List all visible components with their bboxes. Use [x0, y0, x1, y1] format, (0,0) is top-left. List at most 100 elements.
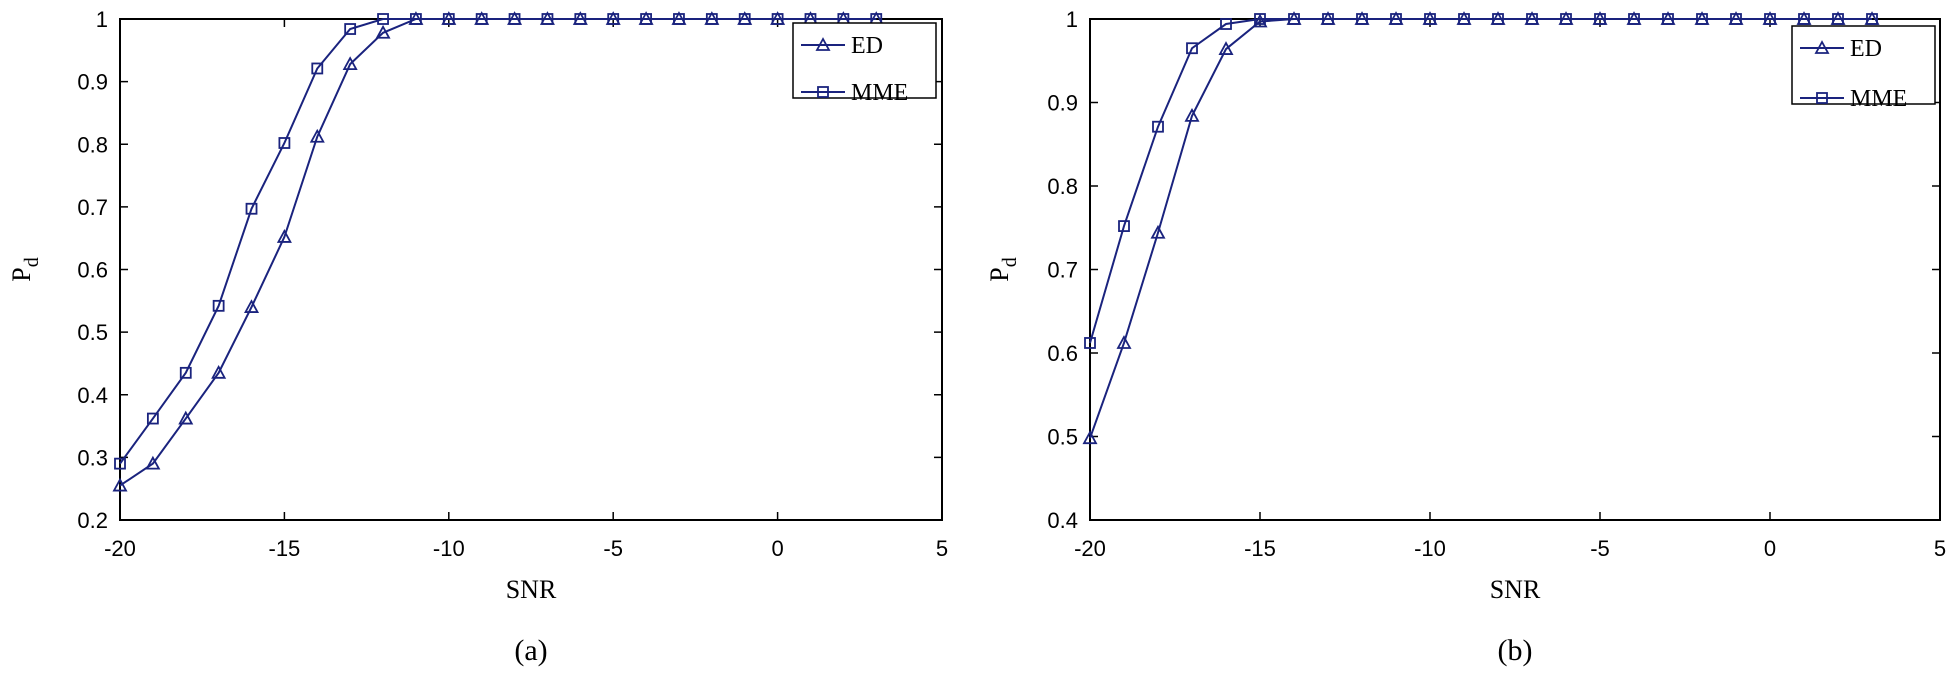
legend-label-ed: ED	[851, 33, 883, 59]
data-point-mme	[1526, 13, 1538, 25]
x-tick-label: -20	[104, 536, 136, 561]
data-point-mme	[1152, 120, 1164, 133]
data-point-mme	[212, 299, 225, 312]
legend-label-ed: ED	[1850, 36, 1882, 62]
data-point-mme	[1186, 42, 1198, 55]
data-point-mme	[377, 13, 389, 25]
y-axis-label: Pd	[7, 257, 43, 281]
data-point-ed	[276, 229, 292, 243]
legend-marker-mme	[817, 86, 829, 98]
y-tick-label: 0.8	[77, 132, 108, 157]
y-axis-label: Pd	[985, 257, 1021, 281]
data-point-mme	[1492, 13, 1504, 25]
y-tick-label: 0.4	[1047, 508, 1078, 533]
data-point-mme	[146, 412, 159, 425]
data-point-mme	[410, 13, 422, 25]
data-point-ed	[1252, 13, 1268, 28]
data-point-ed	[342, 56, 358, 70]
data-point-ed	[211, 364, 227, 379]
x-tick-label: 0	[771, 536, 783, 561]
data-point-ed	[1082, 430, 1098, 445]
legend-marker-ed	[815, 37, 831, 51]
data-point-mme	[1084, 337, 1096, 349]
data-point-mme	[1560, 13, 1572, 25]
y-axis-label-subscript: d	[999, 257, 1021, 267]
legend: ED MME	[1791, 25, 1936, 112]
data-point-mme	[705, 13, 718, 25]
data-point-mme	[442, 13, 455, 25]
panel-caption: (b)	[1498, 634, 1533, 667]
x-tick-label: -10	[1414, 536, 1446, 561]
data-point-ed	[112, 477, 128, 492]
y-tick-label: 0.4	[77, 383, 108, 408]
data-point-mme	[541, 13, 554, 25]
y-tick-label: 0.9	[1047, 91, 1078, 116]
data-point-mme	[1220, 18, 1232, 30]
data-point-mme	[1390, 13, 1402, 25]
legend-box	[1791, 25, 1936, 105]
data-point-mme	[1730, 13, 1742, 25]
data-point-ed	[1184, 107, 1200, 122]
data-point-mme	[738, 13, 751, 25]
x-axis-label: SNR	[506, 575, 557, 604]
series-line-mme	[119, 18, 877, 465]
data-point-mme	[1798, 13, 1810, 25]
data-point-ed	[178, 410, 194, 425]
x-tick-label: -15	[269, 536, 301, 561]
y-axis-label-main: P	[985, 267, 1014, 281]
x-tick-label: -10	[433, 536, 465, 561]
data-point-mme	[607, 13, 620, 25]
legend-box	[792, 22, 937, 99]
data-point-mme	[640, 13, 652, 25]
legend-label-mme: MME	[851, 80, 908, 106]
data-point-mme	[1662, 13, 1674, 25]
data-point-mme	[1254, 13, 1266, 25]
data-point-mme	[278, 137, 291, 149]
data-point-mme	[673, 13, 685, 25]
chart-panel-b: -20 -15 -10 -5 0 5 0.4 0.5 0.6 0.7 0.8 0.9 1 SNR Pd ED M…	[985, 7, 1946, 667]
data-point-mme	[1458, 13, 1470, 25]
data-point-mme	[311, 62, 324, 75]
legend: ED MME	[792, 22, 937, 106]
data-point-ed	[145, 455, 161, 470]
y-tick-label: 0.3	[77, 445, 108, 470]
y-tick-label: 0.8	[1047, 174, 1078, 199]
legend-label-mme: MME	[1850, 86, 1907, 112]
y-tick-label: 0.9	[77, 70, 108, 95]
y-tick-label: 1	[96, 7, 108, 32]
data-point-mme	[1322, 13, 1334, 25]
data-point-mme	[475, 13, 488, 25]
chart-panel-a: -20 -15 -10 -5 0 5 0.2 0.3 0.4 0.5 0.6 0.7 0.8 0.9 1 SN…	[7, 7, 948, 667]
x-axis-label: SNR	[1490, 575, 1541, 604]
data-point-mme	[1832, 13, 1844, 25]
series-line-mme	[1089, 18, 1872, 344]
y-tick-label: 0.5	[77, 320, 108, 345]
y-axis-label-main: P	[7, 267, 36, 281]
x-tick-label: -5	[1590, 536, 1610, 561]
x-tick-label: -20	[1074, 536, 1106, 561]
data-point-mme	[1356, 13, 1368, 25]
data-point-mme	[1866, 13, 1878, 25]
x-tick-label: 0	[1764, 536, 1776, 561]
data-point-ed	[244, 299, 260, 313]
legend-marker-mme	[1816, 92, 1828, 104]
data-point-mme	[1764, 13, 1776, 25]
y-tick-label: 1	[1066, 7, 1078, 32]
panel-caption: (a)	[514, 634, 547, 667]
data-point-mme	[574, 13, 587, 25]
data-point-ed	[309, 128, 325, 143]
data-point-mme	[245, 202, 258, 215]
data-point-mme	[1628, 13, 1640, 25]
data-point-mme	[1594, 13, 1606, 25]
data-point-mme	[771, 13, 784, 25]
data-point-mme	[179, 366, 192, 379]
series-line-ed	[119, 18, 877, 487]
data-point-ed	[1218, 41, 1234, 55]
data-point-mme	[114, 457, 126, 470]
data-point-mme	[1424, 13, 1436, 25]
y-tick-label: 0.7	[77, 195, 108, 220]
x-tick-label: 5	[936, 536, 948, 561]
data-point-ed	[375, 24, 391, 39]
data-point-mme	[1696, 13, 1708, 25]
